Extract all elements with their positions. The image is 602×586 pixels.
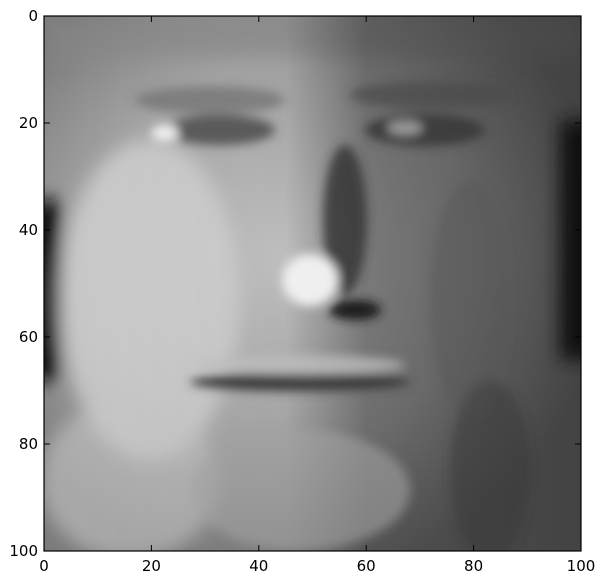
x-tick-label: 100 xyxy=(567,557,596,575)
y-tick-label: 80 xyxy=(19,435,38,453)
x-tick-label: 80 xyxy=(464,557,483,575)
x-tick-label: 60 xyxy=(357,557,376,575)
y-tick-label: 40 xyxy=(19,221,38,239)
face-image xyxy=(44,16,581,551)
y-tick-label: 20 xyxy=(19,114,38,132)
y-tick-label: 60 xyxy=(19,328,38,346)
y-tick-label: 100 xyxy=(9,542,38,560)
x-axis: 0 20 40 60 80 100 xyxy=(39,16,595,575)
x-tick-label: 0 xyxy=(39,557,49,575)
x-tick-label: 40 xyxy=(249,557,268,575)
y-tick-label: 0 xyxy=(28,7,38,25)
x-tick-label: 20 xyxy=(142,557,161,575)
y-axis: 0 20 40 60 80 100 xyxy=(9,7,581,560)
axes-frame xyxy=(43,15,582,552)
